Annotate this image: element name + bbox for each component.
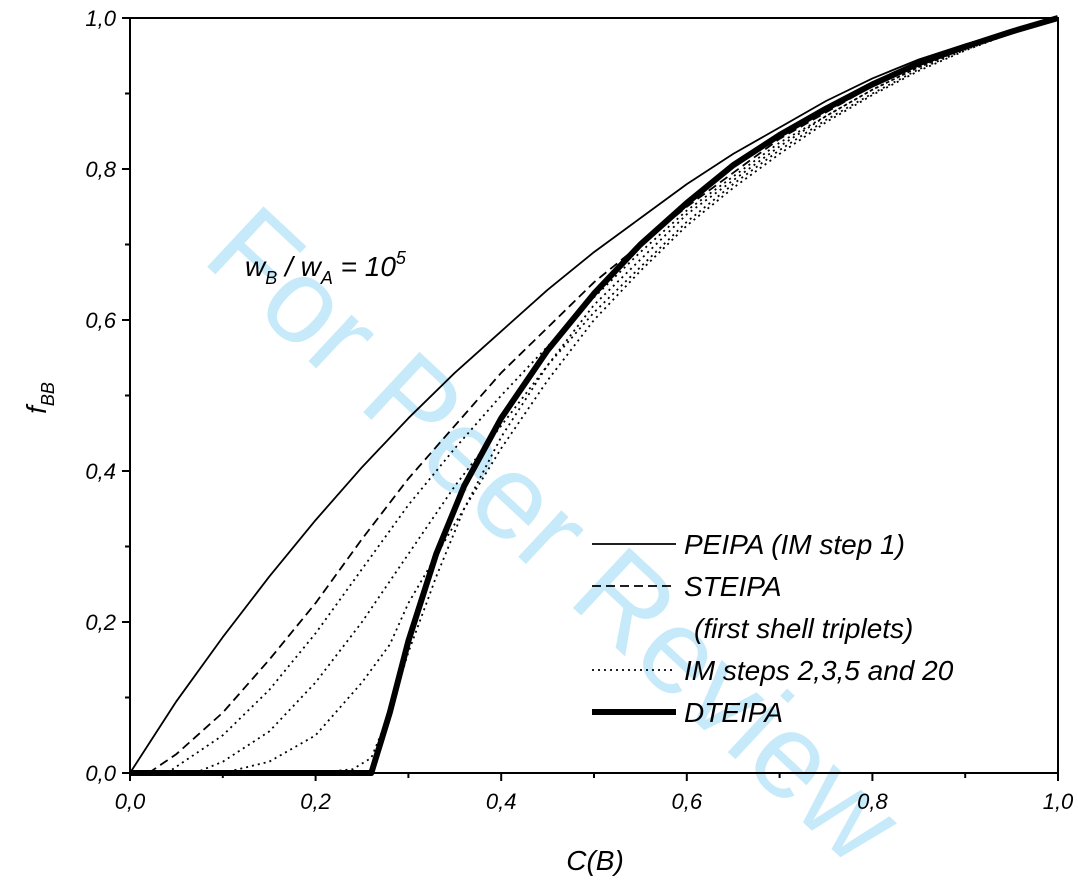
annotation-sub-a: A bbox=[320, 268, 333, 288]
annotation-exp: 5 bbox=[396, 248, 407, 268]
annotation-sub-b: B bbox=[265, 268, 277, 288]
x-axis-title: C(B) bbox=[566, 845, 624, 876]
legend-label-7: DTEIPA bbox=[684, 697, 783, 728]
x-tick-label: 1,0 bbox=[1043, 789, 1074, 814]
y-axis-title-main: f bbox=[21, 403, 52, 414]
x-tick-label: 0,6 bbox=[672, 789, 703, 814]
y-tick-label: 0,0 bbox=[85, 761, 116, 786]
legend-label-2: (first shell triplets) bbox=[694, 613, 913, 644]
series-line-7 bbox=[130, 15, 1059, 776]
y-tick-label: 0,6 bbox=[85, 308, 116, 333]
y-tick-label: 0,4 bbox=[85, 459, 116, 484]
y-tick-label: 0,8 bbox=[85, 157, 116, 182]
ratio-annotation: wB / wA = 105 bbox=[245, 248, 407, 288]
legend-label-1: STEIPA bbox=[684, 571, 782, 602]
series-line-4 bbox=[194, 17, 1059, 774]
annotation-w-a: w bbox=[301, 251, 323, 282]
x-tick-label: 0,2 bbox=[300, 789, 331, 814]
y-axis-title: fBB bbox=[21, 382, 58, 414]
series-layer bbox=[129, 15, 1059, 776]
y-tick-label: 0,2 bbox=[85, 610, 116, 635]
series-line-5 bbox=[222, 17, 1059, 774]
annotation-slash: / bbox=[277, 251, 300, 282]
x-tick-label: 0,4 bbox=[486, 789, 517, 814]
legend: PEIPA (IM step 1) STEIPA (first shell trip… bbox=[592, 529, 954, 728]
annotation-eq: = 10 bbox=[333, 251, 396, 282]
y-axis-title-sub: BB bbox=[38, 382, 58, 406]
x-tick-label: 0,8 bbox=[857, 789, 888, 814]
series-line-0 bbox=[129, 17, 1059, 774]
legend-label-0: PEIPA (IM step 1) bbox=[684, 529, 905, 560]
ticks-layer: 0,0 0,2 0,4 0,6 0,8 1,0 0,0 0,2 0,4 0,6 0,8 1,0 bbox=[85, 6, 1074, 814]
x-tick-label: 0,0 bbox=[115, 789, 146, 814]
annotation-w-b: w bbox=[245, 251, 267, 282]
legend-label-3: IM steps 2,3,5 and 20 bbox=[684, 655, 954, 686]
y-tick-label: 1,0 bbox=[85, 6, 116, 31]
